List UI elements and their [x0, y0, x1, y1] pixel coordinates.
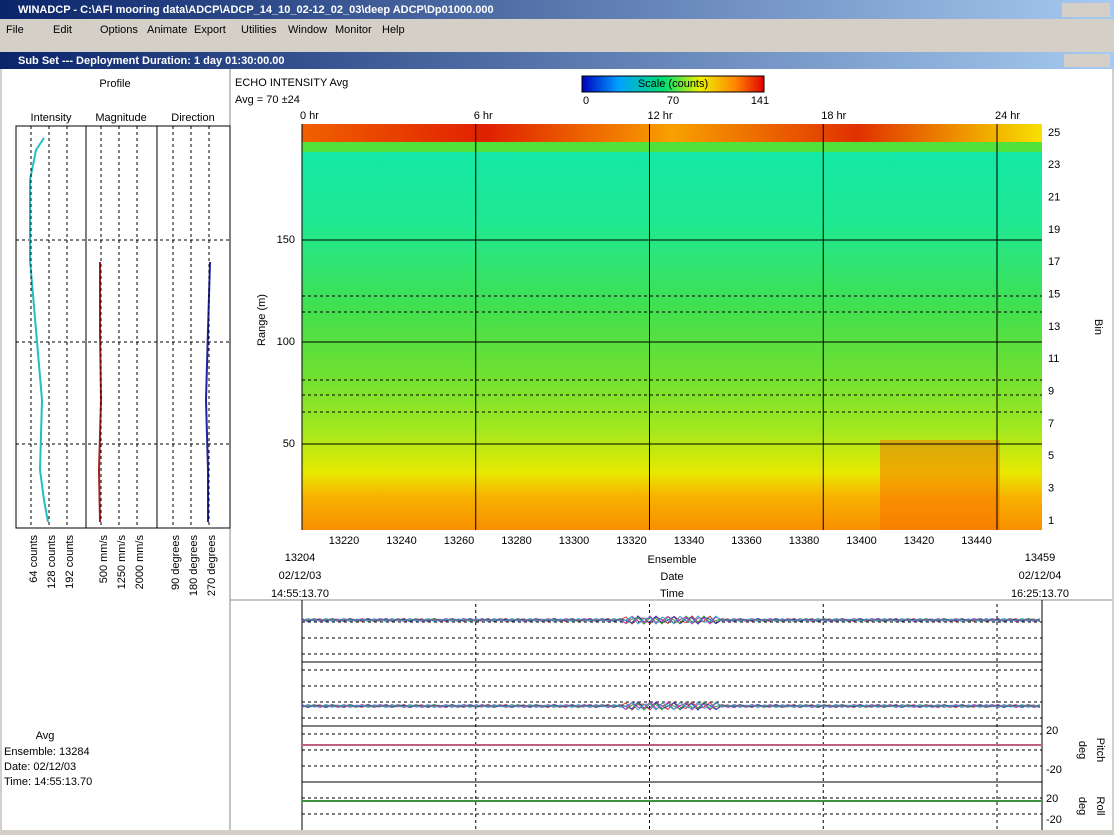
end-label: 13459	[1025, 552, 1056, 564]
tick-label: -20	[1046, 764, 1062, 776]
bin-label: 7	[1048, 418, 1054, 430]
heatmap-patch	[880, 440, 1000, 530]
menu-item[interactable]: Animate	[147, 24, 187, 36]
start-label: 14:55:13.70	[271, 588, 329, 600]
menu-item[interactable]: File	[6, 24, 24, 36]
bin-label: 5	[1048, 450, 1054, 462]
ensemble-tick: 13320	[616, 535, 647, 547]
window-title: WINADCP - C:\AFI mooring data\ADCP\ADCP_…	[18, 4, 494, 16]
menu-item[interactable]: Options	[100, 24, 138, 36]
bin-label: 21	[1048, 192, 1060, 204]
ensemble-tick: 13280	[501, 535, 532, 547]
info-row: Date: 02/12/03	[4, 761, 76, 773]
axis-unit: deg	[1076, 741, 1088, 759]
scale-label: 1250 mm/s	[116, 535, 128, 590]
range-tick: 150	[277, 234, 295, 246]
ensemble-tick: 13240	[386, 535, 417, 547]
bin-label: 13	[1048, 321, 1060, 333]
start-label: 13204	[285, 552, 316, 564]
scale-label: 192 counts	[64, 535, 76, 589]
hour-label: 12 hr	[648, 110, 673, 122]
scale-label: Scale (counts)	[638, 78, 708, 90]
menu-item[interactable]: Utilities	[241, 24, 277, 36]
plot-subtitle: Avg = 70 ±24	[235, 94, 300, 106]
bin-label: 11	[1048, 353, 1059, 365]
ensemble-tick: 13300	[559, 535, 590, 547]
scale-tick: 0	[583, 95, 589, 107]
menu-item[interactable]: Edit	[53, 24, 72, 36]
scale-label: 90 degrees	[170, 535, 182, 591]
bin-label: 25	[1048, 127, 1060, 139]
scale-label: 2000 mm/s	[134, 535, 146, 590]
column-header: Intensity	[31, 112, 72, 124]
bin-label: 9	[1048, 386, 1054, 398]
scale-label: 500 mm/s	[98, 535, 110, 584]
ensemble-tick: 13360	[731, 535, 762, 547]
info-row: Ensemble: 13284	[4, 746, 90, 758]
hour-label: 18 hr	[821, 110, 846, 122]
axis-unit: deg	[1076, 797, 1088, 815]
surface-band	[302, 124, 1042, 142]
ensemble-tick: 13440	[961, 535, 992, 547]
scale-label: 180 degrees	[188, 535, 200, 597]
ensemble-tick: 13400	[846, 535, 877, 547]
app-window: WINADCP - C:\AFI mooring data\ADCP\ADCP_…	[0, 0, 1114, 830]
info-row: Time: 14:55:13.70	[4, 776, 92, 788]
range-tick: 50	[283, 438, 295, 450]
bin-label: 17	[1048, 256, 1060, 268]
axis-label: Pitch	[1094, 738, 1106, 762]
x-axis-label: Ensemble	[648, 554, 697, 566]
bin-label: 1	[1048, 515, 1054, 527]
axis-label: Roll	[1094, 797, 1106, 816]
ensemble-tick: 13420	[904, 535, 935, 547]
column-header: Magnitude	[95, 112, 146, 124]
ensemble-tick: 13340	[674, 535, 705, 547]
bin-label: 15	[1048, 289, 1060, 301]
scale-label: 270 degrees	[206, 535, 218, 597]
scale-label: 128 counts	[46, 535, 58, 589]
ensemble-tick: 13380	[789, 535, 820, 547]
range-label: Range (m)	[256, 294, 268, 346]
window-buttons[interactable]	[1062, 3, 1110, 17]
menu-item[interactable]: Monitor	[335, 24, 372, 36]
end-label: 02/12/04	[1019, 570, 1062, 582]
scale-tick: 70	[667, 95, 679, 107]
ensemble-tick: 13220	[329, 535, 360, 547]
menu-item[interactable]: Help	[382, 24, 405, 36]
subwindow-title: Sub Set --- Deployment Duration: 1 day 0…	[18, 55, 285, 67]
bin-axis-label: Bin	[1092, 319, 1104, 335]
plot-title: ECHO INTENSITY Avg	[235, 77, 348, 89]
x-axis-label: Date	[660, 571, 683, 583]
hour-label: 24 hr	[995, 110, 1020, 122]
bin-label: 23	[1048, 159, 1060, 171]
menu-item[interactable]: Export	[194, 24, 226, 36]
scale-tick: 141	[751, 95, 769, 107]
hour-label: 6 hr	[474, 110, 493, 122]
bin-label: 19	[1048, 224, 1060, 236]
column-header: Direction	[171, 112, 214, 124]
ensemble-tick: 13260	[444, 535, 475, 547]
bin-label: 3	[1048, 483, 1054, 495]
tick-label: 20	[1046, 725, 1058, 737]
info-label: Avg	[36, 730, 55, 742]
scale-label: 64 counts	[28, 535, 40, 583]
range-tick: 100	[277, 336, 295, 348]
start-label: 02/12/03	[279, 570, 322, 582]
tick-label: -20	[1046, 814, 1062, 826]
x-axis-label: Time	[660, 588, 684, 600]
profile-title: Profile	[99, 78, 130, 90]
subwindow-buttons[interactable]	[1064, 54, 1110, 67]
end-label: 16:25:13.70	[1011, 588, 1069, 600]
surface-band	[302, 142, 1042, 152]
hour-label: 0 hr	[300, 110, 319, 122]
menu-item[interactable]: Window	[288, 24, 327, 36]
tick-label: 20	[1046, 793, 1058, 805]
